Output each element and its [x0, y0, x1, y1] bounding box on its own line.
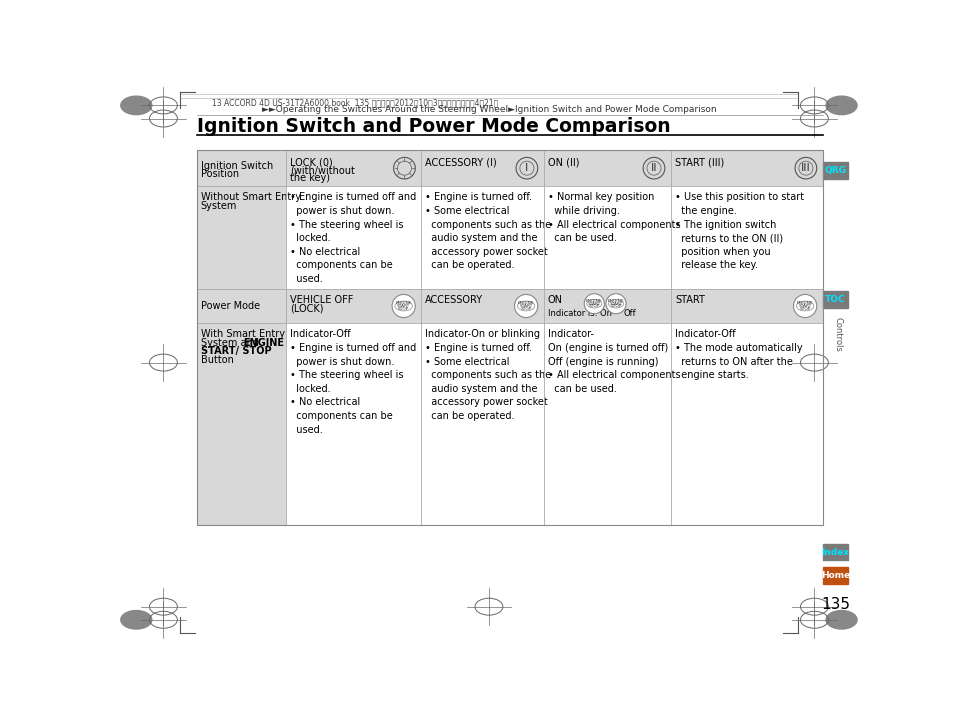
- Text: Power Mode: Power Mode: [200, 301, 259, 311]
- Text: • Use this position to start
  the engine.
• The ignition switch
  returns to th: • Use this position to start the engine.…: [674, 192, 803, 271]
- Text: ACCESSORY (I): ACCESSORY (I): [425, 158, 497, 168]
- Bar: [286, 186, 421, 289]
- Text: With Smart Entry: With Smart Entry: [200, 330, 284, 340]
- Text: ►►Operating the Switches Around the Steering Wheel►Ignition Switch and Power Mod: ►►Operating the Switches Around the Stee…: [261, 105, 716, 113]
- Bar: [670, 186, 822, 289]
- Text: START/ STOP: START/ STOP: [200, 346, 271, 356]
- Text: Ignition Switch: Ignition Switch: [200, 161, 273, 171]
- Bar: [822, 567, 847, 584]
- Bar: [421, 150, 543, 186]
- Text: ACCESSORY: ACCESSORY: [425, 295, 483, 305]
- Bar: [543, 323, 670, 525]
- Text: Indicator-On or blinking
• Engine is turned off.
• Some electrical
  components : Indicator-On or blinking • Engine is tur…: [425, 330, 551, 421]
- Text: ENGINE: ENGINE: [585, 299, 602, 303]
- Text: START: START: [587, 302, 600, 306]
- Bar: [286, 289, 421, 323]
- Ellipse shape: [793, 294, 816, 317]
- Bar: [670, 323, 822, 525]
- Text: START: START: [674, 295, 704, 305]
- Text: I: I: [525, 163, 528, 173]
- Text: System: System: [200, 201, 236, 211]
- Ellipse shape: [605, 294, 625, 314]
- Text: ON (II): ON (II): [547, 158, 578, 168]
- Bar: [196, 150, 822, 525]
- Text: • Engine is turned off.
• Some electrical
  components such as the
  audio syste: • Engine is turned off. • Some electrica…: [425, 192, 551, 271]
- Text: STOP: STOP: [520, 307, 531, 311]
- Text: ENGINE: ENGINE: [243, 338, 284, 348]
- Ellipse shape: [583, 294, 604, 314]
- Bar: [543, 289, 670, 323]
- Text: ENGINE: ENGINE: [517, 302, 534, 305]
- Text: ENGINE: ENGINE: [395, 302, 412, 305]
- Text: ENGINE: ENGINE: [796, 302, 813, 305]
- Text: Index: Index: [821, 548, 848, 556]
- Bar: [421, 323, 543, 525]
- Bar: [670, 289, 822, 323]
- Text: Position: Position: [200, 169, 238, 179]
- Bar: [286, 323, 421, 525]
- Text: STOP: STOP: [610, 304, 621, 308]
- Text: VEHICLE OFF: VEHICLE OFF: [290, 295, 353, 305]
- Bar: [421, 289, 543, 323]
- Bar: [196, 323, 286, 525]
- Ellipse shape: [121, 96, 152, 115]
- Bar: [822, 291, 847, 308]
- Text: Button: Button: [200, 355, 233, 365]
- Ellipse shape: [121, 610, 152, 629]
- Bar: [543, 150, 670, 186]
- Text: START: START: [609, 302, 622, 306]
- Text: START (III): START (III): [674, 158, 723, 168]
- Text: Indicator-Off
• Engine is turned off and
  power is shut down.
• The steering wh: Indicator-Off • Engine is turned off and…: [290, 330, 416, 434]
- Text: Off: Off: [623, 309, 636, 318]
- Text: START: START: [519, 304, 532, 308]
- Text: ON: ON: [547, 295, 562, 305]
- Bar: [421, 186, 543, 289]
- Text: II: II: [650, 163, 657, 173]
- Text: STOP: STOP: [588, 304, 599, 308]
- Text: III: III: [801, 163, 810, 173]
- Text: STOP: STOP: [799, 307, 810, 311]
- Text: • Normal key position
  while driving.
• All electrical components
  can be used: • Normal key position while driving. • A…: [547, 192, 679, 243]
- Bar: [822, 544, 847, 561]
- Text: STOP: STOP: [397, 307, 409, 311]
- Text: START: START: [396, 304, 410, 308]
- Bar: [543, 186, 670, 289]
- Text: (LOCK): (LOCK): [290, 303, 323, 313]
- Text: (with/without: (with/without: [290, 165, 355, 175]
- Text: Home: Home: [820, 571, 849, 579]
- Text: 135: 135: [820, 597, 849, 612]
- Text: Without Smart Entry: Without Smart Entry: [200, 192, 300, 202]
- Ellipse shape: [392, 294, 415, 317]
- Text: QRG: QRG: [823, 166, 845, 174]
- Text: Indicator-
On (engine is turned off)
Off (engine is running)
• All electrical co: Indicator- On (engine is turned off) Off…: [547, 330, 679, 394]
- Text: 13 ACCORD 4D US-31T2A6000.book  135 ページ　（2012年10月3日　水曜日　午後4時21分: 13 ACCORD 4D US-31T2A6000.book 135 ページ （…: [212, 98, 498, 108]
- Text: LOCK (0): LOCK (0): [290, 158, 333, 168]
- Ellipse shape: [825, 96, 856, 115]
- Ellipse shape: [825, 610, 856, 629]
- Bar: [670, 150, 822, 186]
- Text: System and: System and: [200, 338, 261, 348]
- Text: the key): the key): [290, 173, 330, 183]
- Text: TOC: TOC: [824, 295, 844, 304]
- Bar: [196, 289, 286, 323]
- Text: Ignition Switch and Power Mode Comparison: Ignition Switch and Power Mode Compariso…: [196, 118, 670, 136]
- Text: ENGINE: ENGINE: [607, 299, 623, 303]
- Ellipse shape: [514, 294, 537, 317]
- Text: Indicator-Off
• The mode automatically
  returns to ON after the
  engine starts: Indicator-Off • The mode automatically r…: [674, 330, 801, 381]
- Bar: [196, 150, 286, 186]
- Bar: [286, 150, 421, 186]
- Bar: [196, 186, 286, 289]
- Bar: [822, 162, 847, 179]
- Text: Indicator is: On: Indicator is: On: [547, 309, 611, 318]
- Text: START: START: [798, 304, 811, 308]
- Text: • Engine is turned off and
  power is shut down.
• The steering wheel is
  locke: • Engine is turned off and power is shut…: [290, 192, 416, 284]
- Text: Controls: Controls: [833, 317, 842, 353]
